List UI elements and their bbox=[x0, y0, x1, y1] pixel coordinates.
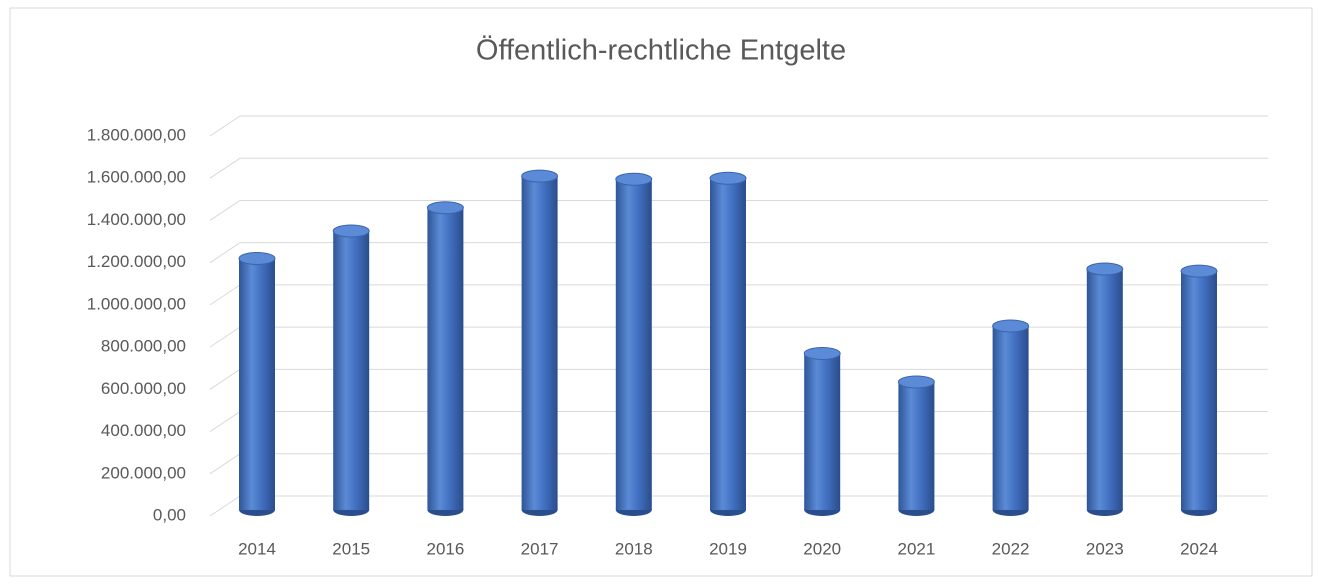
bar bbox=[1086, 269, 1123, 510]
bar-top bbox=[1180, 264, 1218, 278]
bar bbox=[992, 326, 1029, 510]
y-tick-label: 400.000,00 bbox=[101, 421, 186, 440]
x-tick-label: 2014 bbox=[238, 539, 276, 558]
grid-line bbox=[209, 411, 241, 432]
bar bbox=[427, 207, 464, 510]
bar bbox=[333, 231, 370, 510]
x-tick-label: 2019 bbox=[709, 539, 747, 558]
x-tick-label: 2018 bbox=[615, 539, 653, 558]
grid-line bbox=[209, 242, 241, 264]
y-tick-label: 800.000,00 bbox=[101, 337, 186, 356]
bar bbox=[1181, 271, 1217, 510]
y-tick-label: 0,00 bbox=[153, 505, 186, 524]
grid-line bbox=[209, 115, 241, 137]
bar bbox=[521, 176, 558, 510]
x-tick-label: 2020 bbox=[803, 539, 841, 558]
y-tick-label: 200.000,00 bbox=[101, 463, 186, 482]
bar bbox=[898, 381, 935, 510]
grid-line bbox=[209, 157, 241, 179]
grid-line bbox=[209, 495, 241, 517]
bar-top bbox=[803, 346, 841, 360]
bar-top bbox=[709, 171, 747, 185]
x-tick-label: 2021 bbox=[897, 539, 935, 558]
bar-top bbox=[238, 251, 276, 265]
bar-top bbox=[1086, 262, 1124, 276]
bar bbox=[615, 179, 652, 510]
bar-top bbox=[332, 224, 370, 238]
bar-top bbox=[897, 375, 935, 389]
x-tick-label: 2024 bbox=[1180, 539, 1218, 558]
grid-line bbox=[209, 200, 241, 221]
x-tick-label: 2016 bbox=[426, 539, 464, 558]
grid-line bbox=[209, 326, 241, 348]
bar-top bbox=[992, 319, 1030, 333]
x-tick-label: 2022 bbox=[992, 539, 1030, 558]
y-tick-label: 1.800.000,00 bbox=[87, 125, 186, 144]
bar bbox=[239, 258, 275, 510]
y-tick-label: 1.400.000,00 bbox=[87, 210, 186, 229]
bar bbox=[710, 178, 746, 510]
x-tick-label: 2017 bbox=[521, 539, 559, 558]
y-tick-label: 600.000,00 bbox=[101, 379, 186, 398]
y-tick-label: 1.200.000,00 bbox=[87, 252, 186, 271]
bar-top bbox=[521, 169, 559, 183]
y-tick-label: 1.600.000,00 bbox=[87, 168, 186, 187]
grid-line bbox=[209, 453, 241, 475]
chart-title: Öffentlich-rechtliche Entgelte bbox=[476, 35, 846, 67]
grid-line bbox=[209, 368, 241, 390]
x-tick-label: 2015 bbox=[332, 539, 370, 558]
bar-top bbox=[426, 201, 464, 215]
grid-line bbox=[209, 284, 241, 306]
bar-top bbox=[615, 172, 653, 186]
x-tick-label: 2023 bbox=[1086, 539, 1124, 558]
y-tick-label: 1.000.000,00 bbox=[87, 294, 186, 313]
bar bbox=[804, 353, 841, 510]
